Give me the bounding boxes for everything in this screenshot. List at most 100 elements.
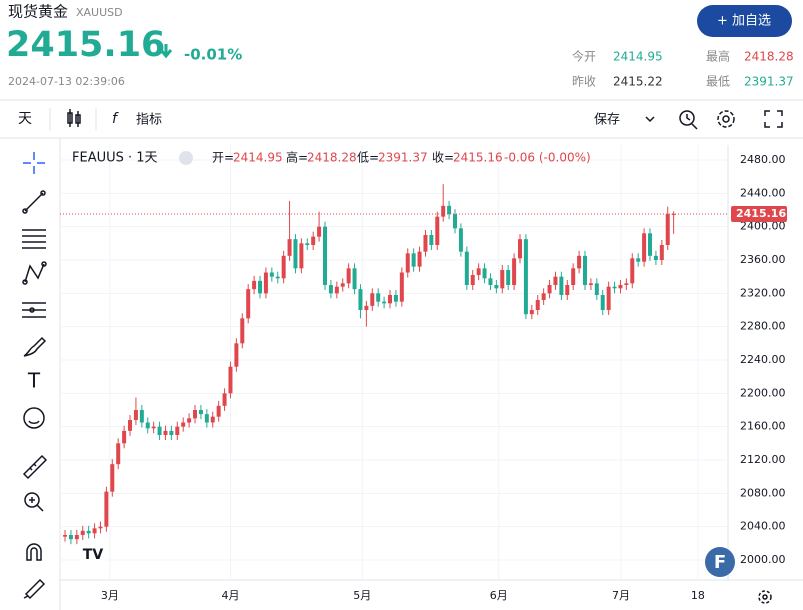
candle-body — [128, 420, 133, 431]
candle-body — [358, 289, 363, 310]
candle-body — [151, 426, 156, 429]
candle-body — [287, 239, 292, 256]
magnet-tool[interactable] — [26, 543, 42, 561]
indicators-button[interactable]: 指标 — [136, 113, 162, 128]
add-watch-label[interactable]: + 加自选 — [717, 14, 771, 29]
candle-body — [559, 276, 564, 295]
y-tick-label: 2440.00 — [740, 186, 786, 199]
candle-body — [204, 414, 209, 423]
candle-body — [258, 280, 263, 294]
hide-legend[interactable] — [179, 151, 193, 165]
measure-tool[interactable] — [22, 454, 48, 480]
settings-button[interactable] — [717, 110, 735, 128]
brand-logo-text[interactable]: F — [714, 552, 726, 573]
tv-logo-text[interactable]: TV — [83, 547, 104, 563]
chart-title: FEAUUS · 1天 — [72, 151, 158, 166]
y-tick-label: 2080.00 — [740, 486, 786, 499]
lock-tool[interactable] — [23, 578, 46, 600]
forecast-tool[interactable] — [22, 302, 46, 318]
asset-symbol: XAUUSD — [76, 6, 123, 19]
candle-body — [382, 301, 387, 304]
candle-body — [228, 366, 233, 394]
candle-body — [246, 289, 251, 319]
crosshair-tool[interactable] — [23, 152, 45, 174]
y-tick-label: 2480.00 — [740, 153, 786, 166]
asset-title: 现货黄金 — [8, 3, 68, 21]
candle-body — [376, 293, 381, 302]
stat-value: 2418.28 — [744, 50, 794, 64]
save-button[interactable]: 保存 — [594, 113, 620, 128]
candle-body — [464, 251, 469, 285]
candle-body — [606, 286, 611, 310]
alert-button[interactable] — [679, 110, 698, 130]
zoom-tool[interactable] — [24, 492, 44, 512]
candle-body — [594, 283, 599, 295]
candle-body — [571, 268, 576, 285]
y-tick-label: 2000.00 — [740, 553, 786, 566]
candle-body — [388, 295, 393, 304]
candle-body — [488, 278, 493, 285]
x-tick-label: 18 — [691, 589, 705, 602]
stat-label: 最高 — [706, 49, 730, 64]
candle-body — [642, 233, 647, 262]
candle-body — [429, 235, 434, 245]
candle-body — [636, 258, 641, 262]
trendline-tool[interactable] — [22, 190, 46, 214]
text-tool[interactable]: T — [27, 369, 41, 393]
candle-body — [175, 426, 180, 435]
candle-body — [541, 293, 546, 300]
candle-body — [169, 430, 174, 435]
candle-body — [133, 410, 138, 420]
save-menu[interactable] — [645, 116, 655, 123]
candle-body — [293, 239, 298, 269]
pattern-tool[interactable] — [22, 261, 47, 285]
legend-value: 2414.95 — [233, 151, 283, 165]
add-watch-button[interactable] — [697, 5, 792, 37]
icon-tool[interactable] — [23, 407, 45, 429]
candle-body — [328, 285, 333, 294]
candle-body — [340, 283, 345, 287]
fullscreen-button[interactable] — [764, 110, 783, 128]
candle-body — [523, 239, 528, 315]
axis-settings[interactable] — [758, 590, 772, 604]
candle-body — [600, 295, 605, 310]
candle-body — [411, 253, 416, 267]
candle-body — [210, 416, 215, 423]
y-tick-label: 2120.00 — [740, 453, 786, 466]
candle-body — [193, 410, 198, 419]
candle-body — [405, 253, 410, 273]
candle-body — [323, 226, 328, 285]
fib-tool[interactable] — [22, 229, 46, 249]
candle-body — [275, 276, 280, 279]
candle-body — [216, 405, 221, 417]
candle-body — [659, 245, 664, 260]
candle-body — [565, 285, 570, 295]
brush-tool[interactable] — [23, 336, 47, 357]
legend-change: -0.06 (-0.00%) — [504, 151, 591, 165]
candle-body — [423, 235, 428, 252]
y-tick-label: 2160.00 — [740, 420, 786, 433]
brand-logo[interactable] — [705, 547, 735, 577]
last-price-label: 2415.16 — [736, 207, 786, 220]
interval-button[interactable]: 天 — [18, 111, 32, 127]
candle-body — [618, 285, 623, 289]
candle-body — [181, 422, 186, 427]
chart-type-button[interactable] — [67, 109, 81, 127]
candle-body — [624, 283, 629, 285]
x-tick-label: 4月 — [221, 589, 239, 602]
candle-body — [80, 530, 85, 535]
candle-body — [281, 255, 286, 279]
tv-logo[interactable] — [80, 543, 106, 565]
candle-body — [577, 255, 582, 269]
candle-body — [116, 443, 121, 465]
candle-body — [63, 535, 68, 537]
y-tick-label: 2040.00 — [740, 520, 786, 533]
fx-icon[interactable]: f — [112, 111, 119, 127]
last-price-tag — [731, 206, 787, 223]
x-tick-label: 3月 — [101, 589, 119, 602]
x-tick-label: 5月 — [353, 589, 371, 602]
candle-body — [612, 286, 617, 289]
candle-body — [671, 214, 676, 216]
legend: 开=2414.95 高=2418.28 低=2391.37 收=2415.16 -0.0… — [212, 150, 591, 165]
y-tick-label: 2240.00 — [740, 353, 786, 366]
